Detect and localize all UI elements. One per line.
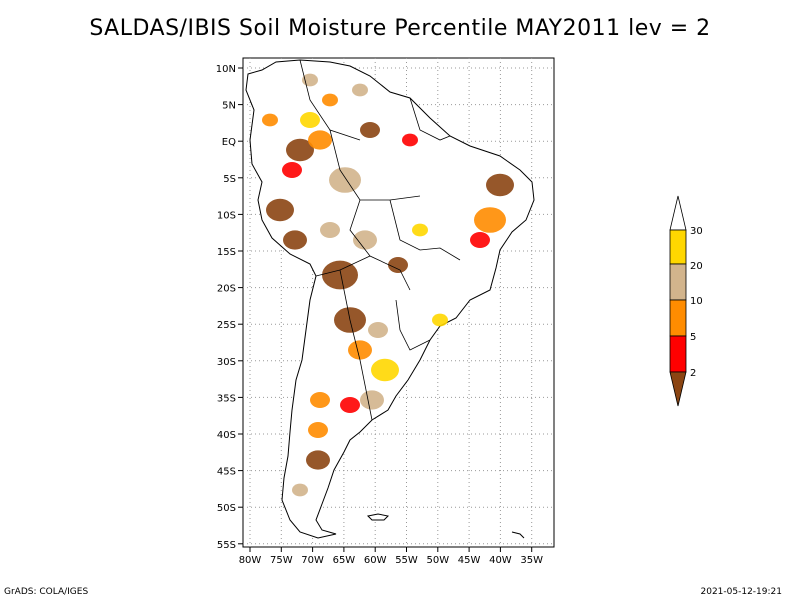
moisture-patch bbox=[340, 397, 360, 413]
moisture-patch bbox=[371, 358, 399, 382]
moisture-patch bbox=[486, 173, 514, 197]
footer-credit: GrADS: COLA/IGES bbox=[4, 587, 89, 597]
falkland-islands bbox=[366, 513, 525, 539]
moisture-patch bbox=[348, 340, 372, 360]
lat-label-55S: 55S bbox=[217, 540, 236, 551]
lon-label-65W: 65W bbox=[333, 555, 356, 566]
lat-label-20S: 20S bbox=[217, 284, 236, 295]
lat-label-5S: 5S bbox=[223, 174, 236, 185]
lat-label-45S: 45S bbox=[217, 467, 236, 478]
lat-label-15S: 15S bbox=[217, 247, 236, 258]
colorbar-label-20: 20 bbox=[690, 261, 703, 272]
map-title: SALDAS/IBIS Soil Moisture Percentile MAY… bbox=[89, 16, 711, 41]
moisture-patch bbox=[266, 198, 294, 222]
colorbar-label-30: 30 bbox=[690, 226, 703, 237]
moisture-patch bbox=[322, 93, 338, 107]
colorbar-10-20 bbox=[669, 263, 687, 301]
moisture-patch bbox=[306, 450, 330, 470]
latitude-axis: 10N 5N EQ 5S 10S 15S 20S 25S 30S 35S 40S 45S 50S 55S bbox=[216, 64, 243, 551]
lon-label-75W: 75W bbox=[270, 555, 293, 566]
colorbar-2-5 bbox=[669, 335, 687, 373]
moisture-patch bbox=[286, 138, 314, 162]
moisture-patch bbox=[360, 390, 384, 410]
colorbar-5-10 bbox=[669, 299, 687, 337]
map-frame bbox=[242, 57, 555, 548]
moisture-patch bbox=[368, 322, 388, 338]
moisture-patch bbox=[282, 162, 302, 178]
moisture-patch bbox=[308, 130, 332, 150]
moisture-patch bbox=[360, 122, 380, 138]
moisture-patch bbox=[329, 167, 361, 193]
lat-label-30S: 30S bbox=[217, 357, 236, 368]
lon-label-45W: 45W bbox=[458, 555, 481, 566]
moisture-patch bbox=[300, 112, 320, 128]
lon-label-40W: 40W bbox=[489, 555, 512, 566]
continent-shading bbox=[245, 59, 535, 539]
moisture-patch bbox=[320, 222, 340, 238]
lon-label-35W: 35W bbox=[520, 555, 543, 566]
lon-label-60W: 60W bbox=[364, 555, 387, 566]
colorbar-label-2: 2 bbox=[690, 368, 696, 379]
lat-label-25S: 25S bbox=[217, 320, 236, 331]
lat-label-35S: 35S bbox=[217, 393, 236, 404]
moisture-patch bbox=[292, 483, 308, 497]
moisture-patch bbox=[302, 73, 318, 87]
moisture-patch bbox=[352, 83, 368, 97]
moisture-patch bbox=[402, 133, 418, 147]
moisture-patch bbox=[412, 223, 428, 237]
lon-label-55W: 55W bbox=[395, 555, 418, 566]
colorbar-above-30 bbox=[669, 195, 687, 231]
moisture-patch bbox=[388, 257, 408, 273]
lat-label-5N: 5N bbox=[222, 101, 236, 112]
moisture-patch bbox=[432, 313, 448, 327]
moisture-patch bbox=[262, 113, 278, 127]
moisture-patch bbox=[310, 392, 330, 408]
colorbar-20-30 bbox=[669, 229, 687, 265]
moisture-patch bbox=[283, 230, 307, 250]
lat-label-10N: 10N bbox=[216, 64, 236, 75]
footer-timestamp: 2021-05-12-19:21 bbox=[700, 587, 783, 597]
longitude-axis: 80W 75W 70W 65W 60W 55W 50W 45W 40W 35W bbox=[239, 547, 543, 566]
moisture-patch bbox=[474, 207, 506, 233]
lat-label-40S: 40S bbox=[217, 430, 236, 441]
colorbar-label-5: 5 bbox=[690, 332, 696, 343]
moisture-patch bbox=[322, 260, 358, 290]
colorbar-label-10: 10 bbox=[690, 296, 703, 307]
country-borders bbox=[299, 59, 461, 421]
lat-label-10S: 10S bbox=[217, 210, 236, 221]
lon-label-80W: 80W bbox=[239, 555, 262, 566]
lon-label-50W: 50W bbox=[426, 555, 449, 566]
lon-label-70W: 70W bbox=[301, 555, 324, 566]
moisture-patch bbox=[353, 230, 377, 250]
colorbar: 30 20 10 5 2 bbox=[669, 195, 703, 407]
percentile-patches bbox=[262, 73, 514, 497]
moisture-patch bbox=[308, 422, 328, 438]
south-america-outline bbox=[245, 59, 535, 539]
lat-label-50S: 50S bbox=[217, 503, 236, 514]
moisture-patch bbox=[470, 232, 490, 248]
lat-label-EQ: EQ bbox=[222, 137, 236, 148]
colorbar-below-2 bbox=[669, 371, 687, 407]
